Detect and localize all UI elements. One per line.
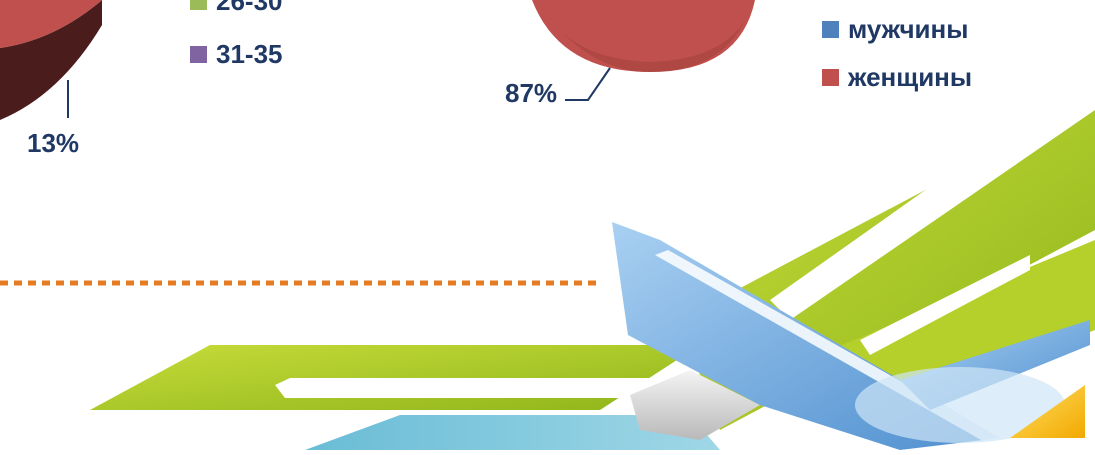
- left-pie-side: [0, 0, 102, 120]
- middle-pie-leader: [565, 67, 611, 101]
- legend-label: женщины: [848, 62, 973, 92]
- white-streak-right: [860, 255, 1030, 355]
- legend-item-26-30: 26-30: [190, 0, 283, 17]
- grey-cylinder: [630, 370, 760, 440]
- legend-label: 31-35: [216, 39, 283, 69]
- middle-pie-data-label: 87%: [505, 78, 558, 108]
- middle-pie: [532, 0, 755, 101]
- left-pie-slice: [0, 0, 102, 48]
- blue-glow: [855, 367, 1065, 443]
- legend-swatch-lime: [190, 0, 207, 10]
- legend-label: мужчины: [848, 14, 969, 44]
- legend-item-women: женщины: [822, 62, 972, 93]
- left-pie-data-label: 13%: [27, 128, 80, 158]
- legend-swatch-red: [822, 69, 839, 86]
- legend-swatch-purple: [190, 46, 207, 63]
- legend-item-men: мужчины: [822, 14, 968, 45]
- middle-pie-shade: [560, 20, 745, 72]
- middle-pie-slice: [532, 0, 755, 72]
- legend-label: 26-30: [216, 0, 283, 16]
- left-pie: [0, 0, 102, 120]
- white-streak-lower: [275, 378, 660, 398]
- lime-ribbon-lower: [90, 345, 700, 410]
- legend-item-31-35: 31-35: [190, 39, 283, 70]
- yellow-triangle: [1010, 385, 1085, 438]
- legend-swatch-blue: [822, 21, 839, 38]
- teal-floor: [305, 415, 720, 450]
- white-streak-upper: [770, 70, 1095, 320]
